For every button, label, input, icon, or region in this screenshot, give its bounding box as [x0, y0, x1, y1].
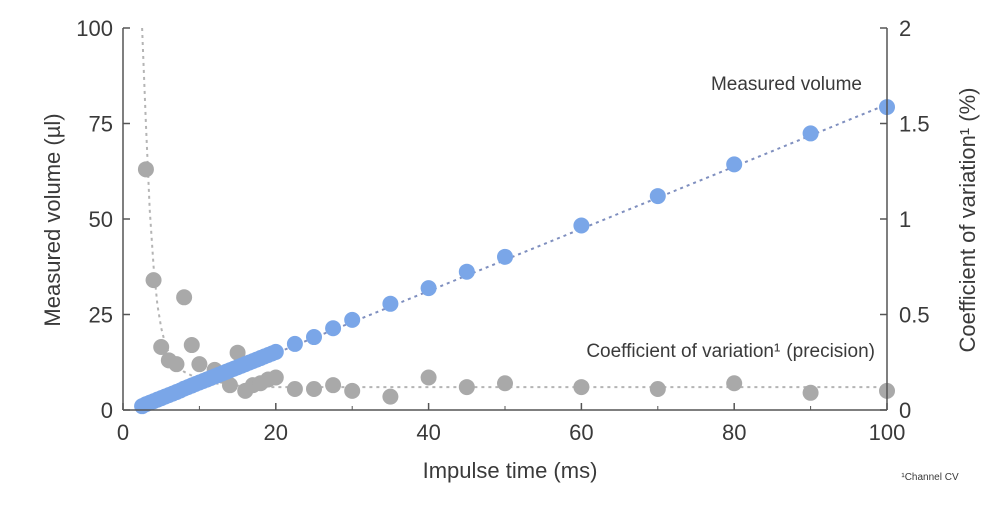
annotation-measured-volume: Measured volume [711, 74, 862, 95]
cv-point [168, 356, 185, 373]
cv-point [229, 344, 246, 361]
footnote: ¹Channel CV [901, 472, 959, 483]
cv-point [153, 338, 170, 355]
x-tick-label: 60 [569, 420, 593, 445]
y-left-tick-label: 50 [89, 207, 113, 232]
cv-point [458, 379, 475, 396]
volume-point [325, 320, 342, 337]
cv-point [191, 356, 208, 373]
y-right-tick-label: 0 [899, 398, 911, 423]
annotation-cv: Coefficient of variation¹ (precision) [586, 341, 875, 362]
cv-point [726, 375, 743, 392]
cv-points [137, 161, 895, 405]
cv-trendline [141, 27, 887, 389]
y-left-tick-label: 100 [76, 16, 113, 41]
y-right-tick-label: 0.5 [899, 303, 930, 328]
volume-point [344, 311, 361, 328]
volume-point [802, 125, 819, 142]
annotation-cv-main: Coefficient of variation¹ [586, 341, 780, 362]
cv-point [344, 382, 361, 399]
cv-point [382, 388, 399, 405]
cv-point [497, 375, 513, 392]
volume-point [286, 335, 303, 352]
x-tick-label: 40 [416, 420, 440, 445]
y-right-tick-label: 1.5 [899, 112, 930, 137]
x-tick-label: 100 [869, 420, 906, 445]
cv-point [145, 272, 162, 289]
y-right-tick-label: 1 [899, 207, 911, 232]
volume-point [306, 329, 322, 346]
volume-point [420, 280, 437, 297]
volume-point [382, 295, 399, 312]
cv-point [137, 161, 154, 178]
volume-point [497, 248, 513, 265]
cv-point [183, 337, 200, 354]
cv-point [221, 377, 238, 394]
x-tick-label: 20 [264, 420, 288, 445]
y-right-tick-label: 2 [899, 16, 911, 41]
y-axis-right-title: Coefficient of variation¹ (%) [955, 88, 980, 353]
axes [122, 27, 888, 411]
cv-point [267, 369, 284, 386]
cv-point [306, 380, 322, 397]
annotation-cv-suffix: (precision) [786, 341, 875, 362]
volume-point [573, 217, 590, 234]
x-axis-title: Impulse time (ms) [423, 458, 598, 483]
cv-point [573, 379, 590, 396]
cv-point [325, 377, 342, 394]
cv-point [649, 380, 666, 397]
volume-point [726, 156, 743, 173]
cv-point [420, 369, 437, 386]
y-left-tick-label: 0 [101, 398, 113, 423]
volume-point [267, 343, 284, 360]
volume-point [649, 188, 666, 205]
x-tick-label: 80 [722, 420, 746, 445]
cv-point [802, 384, 819, 401]
volume-point [458, 263, 475, 280]
y-axis-left-title: Measured volume (µl) [40, 113, 65, 326]
x-tick-label: 0 [117, 420, 129, 445]
y-left-tick-label: 75 [89, 112, 113, 137]
cv-point [286, 380, 303, 397]
y-left-tick-label: 25 [89, 303, 113, 328]
cv-point [176, 289, 193, 306]
